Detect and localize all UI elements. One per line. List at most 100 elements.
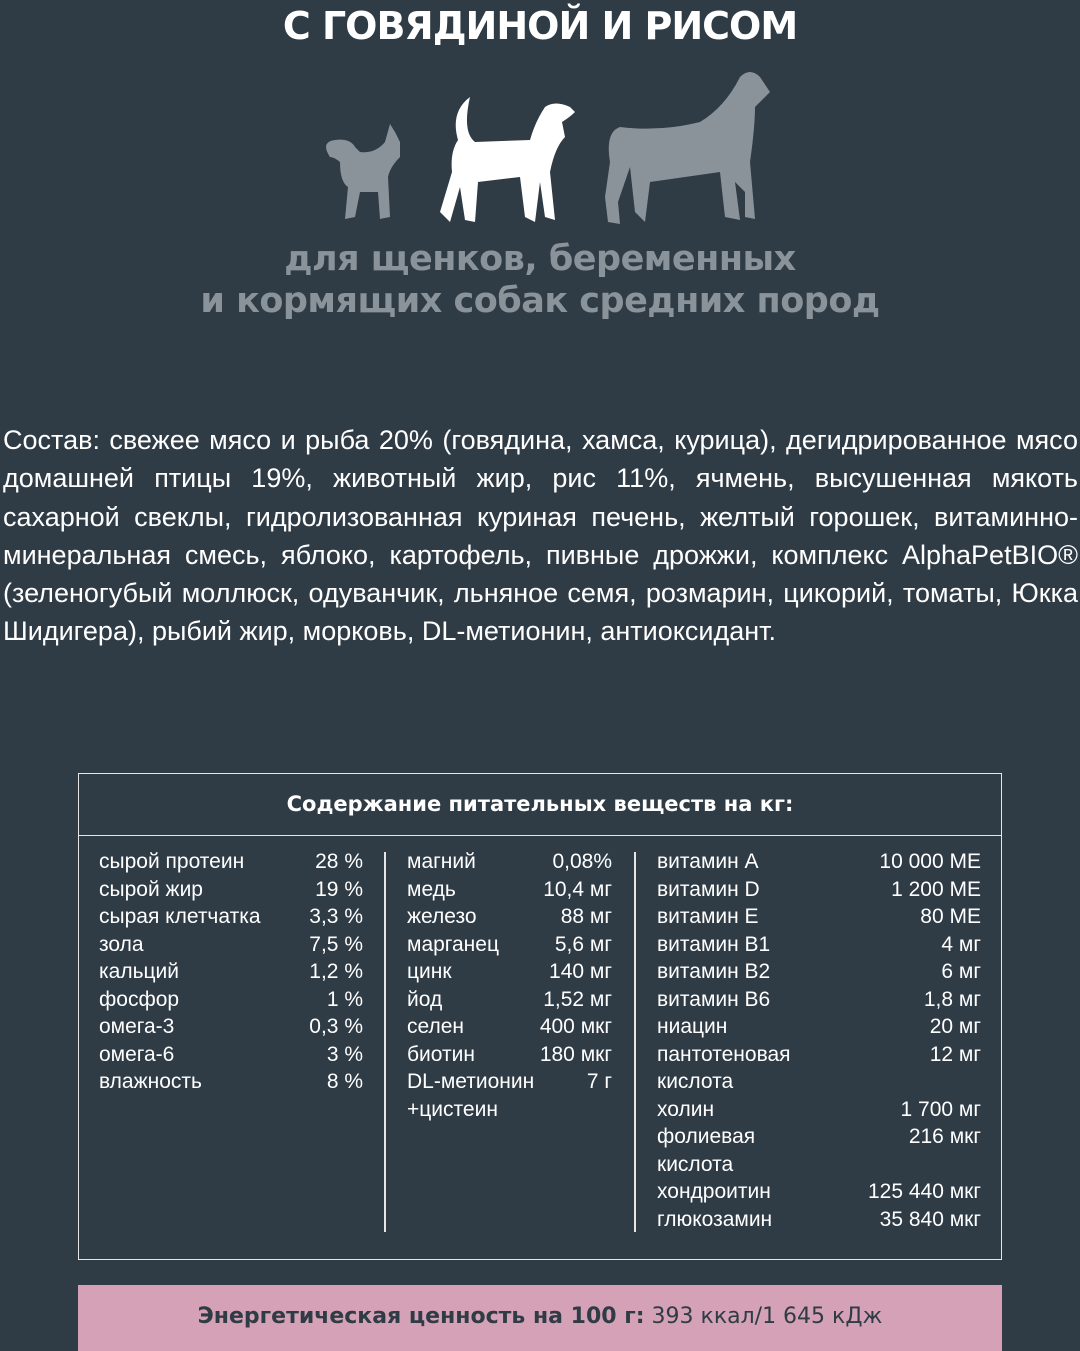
nutrient-name: влажность [99, 1070, 202, 1093]
nutrient-row: витамин В6 1,8 мг [657, 986, 981, 1014]
nutrient-name: кальций [99, 960, 180, 983]
small-dog-icon [326, 124, 400, 219]
nutrient-value: 12 мг [929, 1042, 981, 1066]
nutrient-value: 10 000 МЕ [879, 850, 981, 873]
nutrient-row: витамин А 10 000 МЕ [657, 848, 981, 876]
nutrient-value: 0,3 % [309, 1015, 363, 1038]
nutrient-value: 4 мг [941, 932, 981, 956]
nutrient-row: биотин 180 мкг [407, 1041, 612, 1069]
nutrient-name: витамин В1 [657, 932, 771, 956]
nutrient-value: 1 % [326, 987, 363, 1011]
nutrient-value: 7 г [586, 1070, 612, 1093]
nutrient-row: витамин D 1 200 МЕ [657, 876, 981, 904]
nutrient-row: витамин В2 6 мг [657, 958, 981, 986]
nutrient-name: марганец [407, 932, 499, 956]
nutrient-table: Содержание питательных веществ на кг: сы… [78, 773, 1002, 1260]
nutrient-name: биотин [407, 1042, 475, 1066]
column-divider [634, 852, 636, 1232]
nutrient-name: сырой жир [99, 877, 203, 901]
nutrient-name: витамин В2 [657, 960, 771, 983]
nutrient-value: 1,52 мг [543, 987, 612, 1011]
nutrient-row: витамин В1 4 мг [657, 931, 981, 959]
nutrient-name: витамин Е [657, 905, 759, 928]
nutrient-row: глюкозамин 35 840 мкг [657, 1206, 981, 1234]
nutrient-row: +цистеин [407, 1096, 612, 1124]
nutrient-row: кислота [657, 1151, 981, 1179]
nutrient-name: омега-3 [99, 1015, 175, 1038]
nutrient-value: 125 440 мкг [867, 1180, 981, 1203]
nutrient-value: 10,4 мг [543, 877, 612, 901]
nutrient-value: 20 мг [929, 1015, 981, 1038]
nutrient-row: омега-6 3 % [99, 1041, 363, 1069]
nutrient-row: сырой протеин 28 % [99, 848, 363, 876]
nutrient-row: холин 1 700 мг [657, 1096, 981, 1124]
nutrient-row: DL-метионин 7 г [407, 1068, 612, 1096]
nutrient-value: 88 мг [560, 905, 612, 928]
energy-value-bar: Энергетическая ценность на 100 г: 393 кк… [78, 1285, 1002, 1351]
nutrient-value: 3,3 % [309, 905, 363, 928]
nutrient-row: влажность 8 % [99, 1068, 363, 1096]
nutrient-row: фолиевая 216 мкг [657, 1123, 981, 1151]
nutrient-value: 0,08% [552, 850, 612, 873]
nutrient-name: железо [407, 905, 477, 928]
nutrient-row: марганец 5,6 мг [407, 931, 612, 959]
nutrient-name: омега-6 [99, 1042, 175, 1066]
nutrient-row: селен 400 мкг [407, 1013, 612, 1041]
subtitle-line-1: для щенков, беременных [284, 239, 796, 279]
nutrient-value: 400 мкг [539, 1015, 612, 1038]
nutrient-name: медь [407, 877, 456, 901]
nutrient-row: медь 10,4 мг [407, 876, 612, 904]
nutrient-name: фосфор [99, 987, 180, 1011]
nutrient-name: холин [657, 1097, 715, 1121]
nutrient-name: витамин В6 [657, 987, 771, 1011]
nutrient-row: йод 1,52 мг [407, 986, 612, 1014]
nutrient-row: зола 7,5 % [99, 931, 363, 959]
energy-value: 393 ккал/1 645 кДж [644, 1304, 883, 1329]
nutrient-name: кислота [657, 1070, 734, 1093]
nutrient-name: ниацин [657, 1015, 728, 1038]
nutrient-row: магний 0,08% [407, 848, 612, 876]
nutrient-value: 180 мкг [539, 1042, 612, 1066]
nutrient-value: 8 % [326, 1070, 363, 1093]
nutrient-name: глюкозамин [657, 1207, 773, 1231]
column-divider [384, 852, 386, 1232]
nutrient-name: селен [407, 1015, 465, 1038]
nutrient-name: витамин D [657, 877, 760, 901]
nutrient-name: DL-метионин [407, 1070, 535, 1093]
nutrient-value: 140 мг [549, 960, 612, 983]
nutrient-row: фосфор 1 % [99, 986, 363, 1014]
nutrient-name: витамин А [657, 850, 759, 873]
nutrient-row: кальций 1,2 % [99, 958, 363, 986]
nutrient-value: 1 200 МЕ [891, 877, 981, 901]
composition-text: Состав: свежее мясо и рыба 20% (говядина… [3, 425, 1078, 647]
nutrient-value: 1 700 мг [900, 1097, 981, 1121]
nutrient-name: сырой протеин [99, 850, 245, 873]
nutrient-row: витамин Е 80 МЕ [657, 903, 981, 931]
nutrient-value: 1,2 % [309, 960, 363, 983]
subtitle: для щенков, беременных и кормящих собак … [0, 238, 1080, 322]
nutrient-value: 19 % [315, 877, 363, 901]
product-title: С ГОВЯДИНОЙ И РИСОМ [282, 4, 798, 48]
nutrient-value: 28 % [315, 850, 363, 873]
nutrient-name: магний [407, 850, 476, 873]
nutrient-value: 5,6 мг [554, 932, 612, 956]
nutrient-name: цинк [407, 960, 452, 983]
dogs-illustration [326, 72, 770, 224]
nutrient-name: хондроитин [657, 1180, 771, 1203]
nutrient-row: кислота [657, 1068, 981, 1096]
nutrient-row: ниацин 20 мг [657, 1013, 981, 1041]
nutrient-row: омега-3 0,3 % [99, 1013, 363, 1041]
nutrient-name: сырая клетчатка [99, 905, 261, 928]
subtitle-line-2: и кормящих собак средних пород [200, 281, 880, 321]
nutrient-value: 80 МЕ [920, 905, 981, 928]
nutrient-name: йод [407, 987, 443, 1011]
nutrient-value: 216 мкг [908, 1125, 981, 1148]
nutrient-name: +цистеин [407, 1097, 498, 1121]
table-header: Содержание питательных веществ на кг: [79, 774, 1001, 836]
nutrient-row: сырая клетчатка 3,3 % [99, 903, 363, 931]
large-dog-icon [605, 72, 770, 224]
nutrient-name: кислота [657, 1152, 734, 1176]
nutrient-column-1: сырой протеин 28 % сырой жир 19 % сырая клет… [99, 848, 363, 1096]
nutrient-name: пантотеновая [657, 1042, 791, 1066]
